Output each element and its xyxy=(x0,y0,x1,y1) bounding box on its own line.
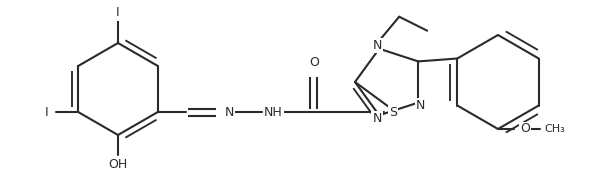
Text: O: O xyxy=(309,56,319,70)
Text: N: N xyxy=(416,99,425,112)
Text: I: I xyxy=(116,6,120,20)
Text: S: S xyxy=(389,105,397,118)
Text: CH₃: CH₃ xyxy=(544,124,565,134)
Text: OH: OH xyxy=(109,158,128,171)
Text: I: I xyxy=(44,105,48,118)
Text: N: N xyxy=(373,39,382,52)
Text: N: N xyxy=(373,112,382,125)
Text: N: N xyxy=(225,105,234,118)
Text: O: O xyxy=(520,123,530,135)
Text: NH: NH xyxy=(264,105,283,118)
